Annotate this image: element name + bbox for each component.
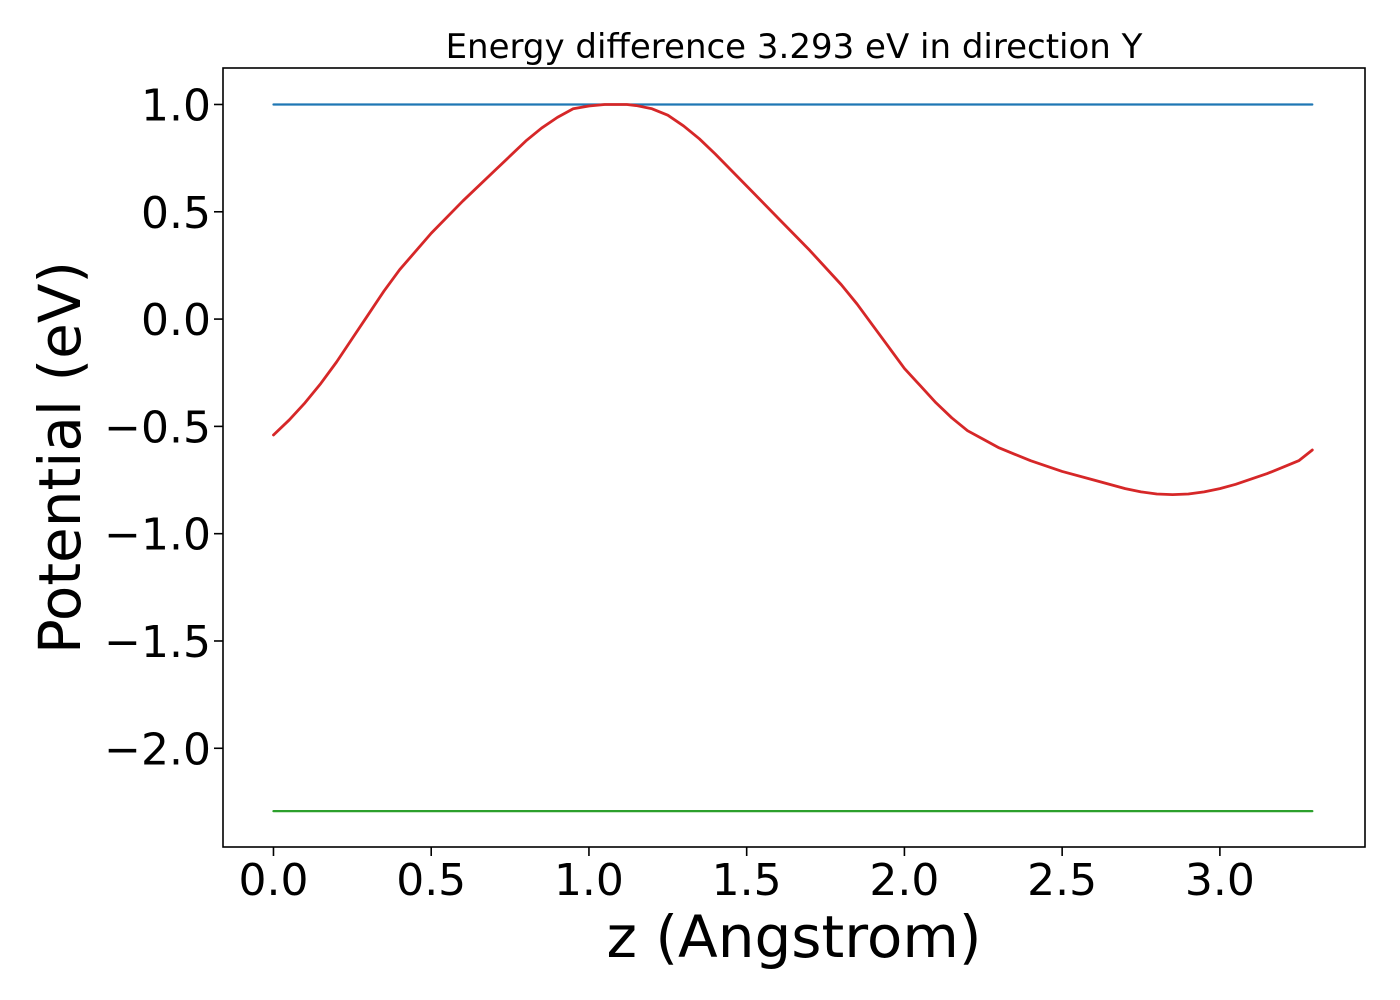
series-layer (272, 103, 1314, 813)
y-tick-label: 0.5 (141, 188, 211, 239)
x-axis-label: z (Angstrom) (607, 903, 982, 971)
x-tick-label: 0.5 (396, 855, 466, 906)
x-tick-label: 3.0 (1185, 855, 1255, 906)
y-axis: 1.0 0.5 0.0 −0.5 −1.0 −1.5 −2.0 (104, 80, 223, 775)
y-tick-label: −2.0 (104, 724, 211, 775)
y-tick-label: 1.0 (141, 80, 211, 131)
y-tick-label: −1.0 (104, 510, 211, 561)
y-tick-label: 0.0 (141, 295, 211, 346)
x-tick-label: 1.0 (554, 855, 624, 906)
series-line-1 (272, 103, 1314, 497)
y-axis-label: Potential (eV) (26, 261, 94, 654)
y-tick-label: −1.5 (104, 617, 211, 668)
y-tick-label: −0.5 (104, 402, 211, 453)
x-tick-label: 2.5 (1027, 855, 1097, 906)
chart-title: Energy difference 3.293 eV in direction … (446, 27, 1143, 67)
x-axis: 0.0 0.5 1.0 1.5 2.0 2.5 3.0 (238, 847, 1255, 906)
plot-frame (222, 67, 1366, 848)
x-tick-label: 1.5 (712, 855, 782, 906)
x-tick-label: 0.0 (238, 855, 308, 906)
x-tick-label: 2.0 (869, 855, 939, 906)
